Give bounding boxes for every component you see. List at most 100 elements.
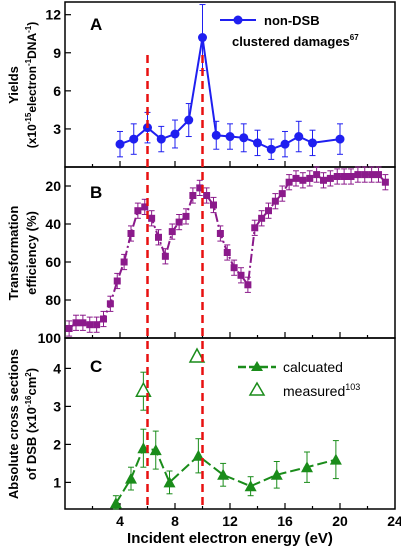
ytick-label: 3 xyxy=(53,398,61,414)
panel-c-ylabel-line2: of DSB (x10-16cm2) xyxy=(24,368,39,480)
data-point xyxy=(134,207,142,215)
panel-b-ylabel-line1: Transformation xyxy=(6,206,21,301)
legend-c-meas-marker xyxy=(248,381,266,396)
data-point xyxy=(335,134,345,144)
data-point xyxy=(93,321,101,329)
data-point xyxy=(115,139,125,149)
data-point xyxy=(270,468,283,480)
ytick-label: 20 xyxy=(45,178,61,194)
data-point xyxy=(306,174,314,182)
data-point xyxy=(230,264,238,272)
data-point xyxy=(163,476,176,488)
data-point xyxy=(285,178,293,186)
data-point xyxy=(223,249,231,256)
x-axis-label: Incident electron energy (eV) xyxy=(127,530,333,547)
data-point xyxy=(237,271,245,279)
legend-a-label-line2: clustered damages67 xyxy=(232,33,359,49)
legend-a-marker xyxy=(233,15,243,25)
data-point xyxy=(198,33,207,43)
data-point xyxy=(217,468,230,480)
data-point xyxy=(294,132,304,142)
data-point xyxy=(253,138,262,148)
data-point xyxy=(203,192,211,199)
data-point xyxy=(368,171,376,179)
data-point xyxy=(168,228,176,236)
data-point xyxy=(65,325,73,332)
data-point xyxy=(292,174,300,182)
data-point xyxy=(381,178,389,186)
data-point xyxy=(149,444,162,456)
panel-c-legend: calcuated measured103 xyxy=(238,359,360,399)
data-point xyxy=(299,176,307,184)
data-point xyxy=(141,203,149,211)
data-point xyxy=(109,497,122,509)
data-point xyxy=(72,319,80,327)
data-point xyxy=(100,315,107,323)
data-point xyxy=(161,252,169,260)
ytick-label: 100 xyxy=(38,330,62,346)
xtick-label: 16 xyxy=(277,513,293,529)
data-point xyxy=(225,132,235,142)
data-point xyxy=(188,347,206,363)
data-point xyxy=(210,201,217,209)
xtick-label: 20 xyxy=(332,513,348,529)
data-point xyxy=(301,461,313,473)
data-point xyxy=(347,173,355,180)
panel-a-letter: A xyxy=(90,15,102,34)
ytick-label: 12 xyxy=(45,7,61,23)
data-point xyxy=(244,281,252,289)
data-point xyxy=(196,184,204,192)
data-point xyxy=(329,453,342,465)
data-point xyxy=(313,171,321,179)
xtick-label: 24 xyxy=(387,513,401,529)
panel-b-plot: 20 40 60 80 100 xyxy=(38,166,389,346)
data-point xyxy=(320,176,327,184)
data-point xyxy=(189,192,197,199)
xtick-label: 8 xyxy=(171,513,179,529)
panel-c-ylabel-line1: Absolute cross sections xyxy=(6,349,21,499)
panel-c-letter: C xyxy=(90,357,102,376)
data-point xyxy=(182,212,190,220)
ytick-label: 6 xyxy=(53,83,61,99)
data-point xyxy=(244,480,257,492)
ytick-label: 2 xyxy=(53,436,61,452)
data-point xyxy=(86,321,94,329)
panel-a-legend: non-DSB clustered damages67 xyxy=(220,13,359,49)
data-point xyxy=(326,174,334,182)
data-point xyxy=(106,300,114,308)
data-point xyxy=(120,258,128,266)
data-point xyxy=(211,130,221,140)
data-point xyxy=(113,277,121,285)
panel-b-ylabel-line2: efficiency (%) xyxy=(24,211,39,295)
ytick-label: 80 xyxy=(45,292,61,308)
ytick-label: 1 xyxy=(53,474,61,490)
legend-c-meas-label: measured103 xyxy=(283,382,360,399)
data-point xyxy=(79,319,87,327)
ytick-label: 4 xyxy=(53,360,61,376)
panel-a-plot: 3 6 9 12 xyxy=(45,4,369,167)
xtick-label: 12 xyxy=(222,513,238,529)
data-point xyxy=(280,139,290,149)
data-point xyxy=(239,133,249,143)
data-point xyxy=(184,115,194,125)
data-point xyxy=(278,190,286,198)
panel-b-letter: B xyxy=(90,183,102,202)
data-point xyxy=(266,144,276,154)
data-point xyxy=(258,214,266,222)
reference-lines xyxy=(146,55,204,509)
data-point xyxy=(175,218,183,226)
data-point xyxy=(265,207,272,215)
series-line xyxy=(119,37,341,151)
legend-c-calc-marker xyxy=(251,361,263,371)
data-point xyxy=(135,381,152,397)
data-point xyxy=(127,230,135,237)
data-point xyxy=(125,472,137,484)
panel-a-ylabel-line1: Yields xyxy=(6,66,21,104)
data-point xyxy=(333,173,341,180)
data-point xyxy=(354,171,362,179)
ytick-label: 40 xyxy=(45,216,61,232)
ytick-label: 60 xyxy=(45,254,61,270)
data-point xyxy=(361,171,369,179)
